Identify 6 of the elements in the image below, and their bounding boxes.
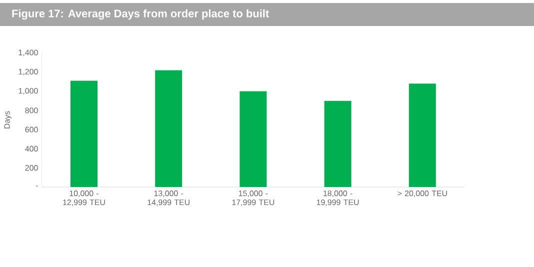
bar bbox=[155, 70, 182, 187]
bar bbox=[70, 80, 98, 187]
bar bbox=[240, 91, 267, 187]
bar bbox=[324, 100, 352, 187]
chart-title: Figure 17: Average Days from order place to built bbox=[12, 9, 269, 20]
bar bbox=[408, 84, 436, 187]
